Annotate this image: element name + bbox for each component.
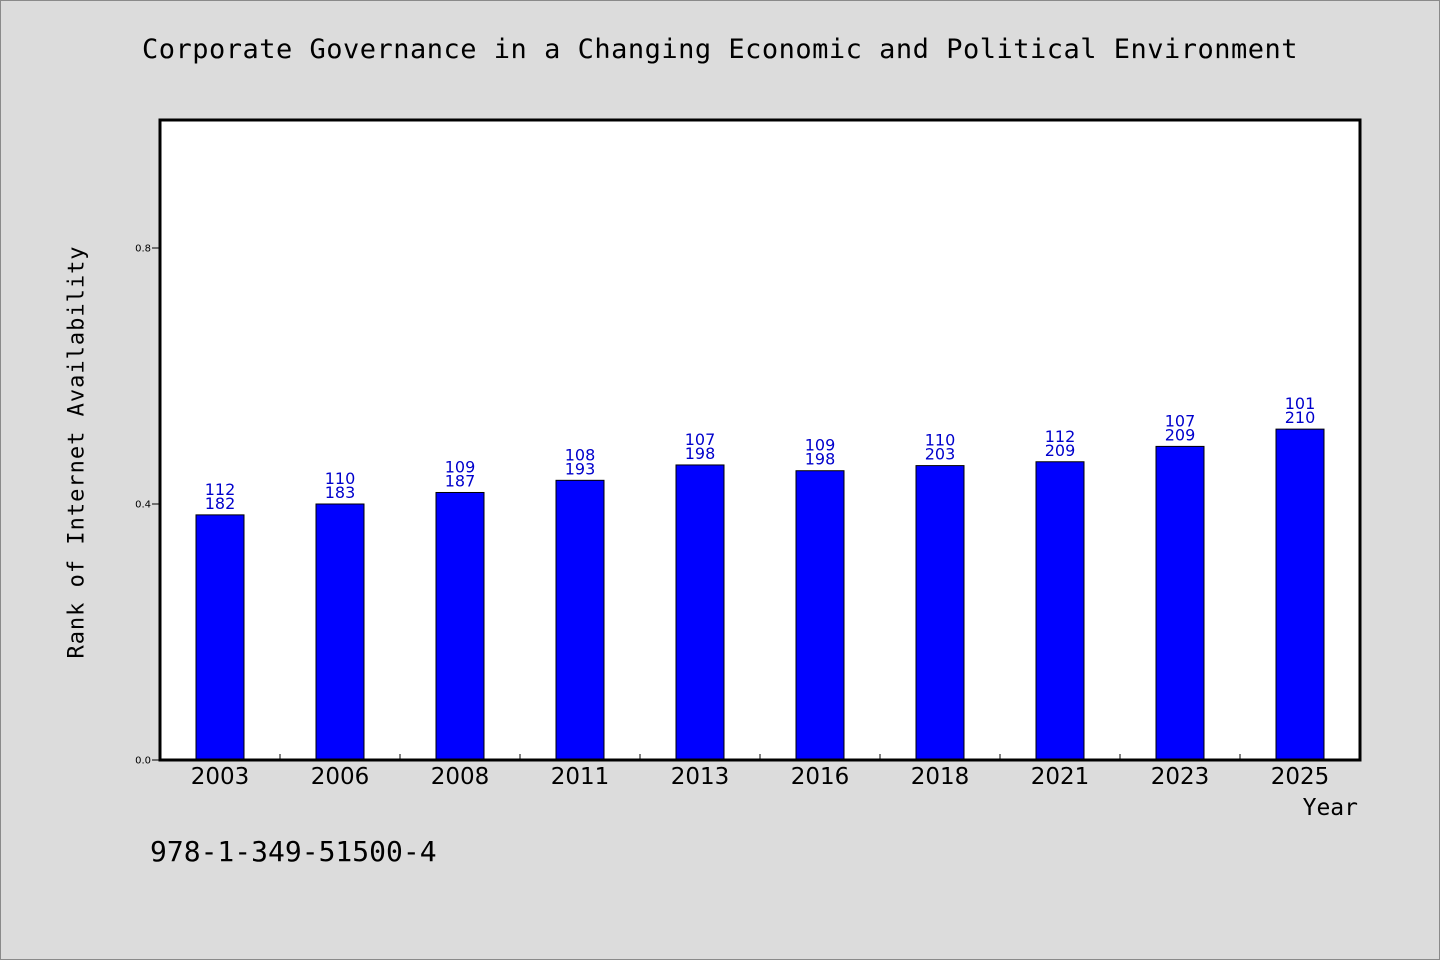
x-tick-label: 2011 [551,764,610,790]
data-label-bottom: 198 [685,444,716,463]
bar [435,491,485,761]
isbn-text: 978-1-349-51500-4 [150,835,437,868]
data-label-top: 101 [1285,394,1316,413]
data-label-bottom: 198 [805,450,836,469]
data-label-bottom: 203 [925,445,956,464]
y-tick-label: 0.4 [135,500,151,511]
y-tick-label: 0.0 [135,756,151,767]
x-tick-label: 2006 [311,764,370,790]
x-tick-label: 2025 [1271,764,1330,790]
data-label-top: 107 [685,430,716,449]
chart-title: Corporate Governance in a Changing Econo… [141,34,1299,65]
y-tick-label: 0.8 [135,244,151,255]
data-label-bottom: 187 [445,471,476,490]
bar [675,464,725,761]
data-label-top: 109 [445,457,476,476]
data-label-bottom: 210 [1285,408,1316,427]
data-label-bottom: 209 [1165,425,1196,444]
y-axis-label: Rank of Internet Availability [64,245,90,659]
x-tick-label: 2008 [431,764,490,790]
data-label-top: 107 [1165,411,1196,430]
data-label-bottom: 182 [205,494,236,513]
data-label-top: 109 [805,436,836,455]
data-label-bottom: 193 [565,459,596,478]
bar [195,514,245,761]
x-tick-label: 2018 [911,764,970,790]
x-tick-label: 2021 [1031,764,1090,790]
data-label-top: 112 [1045,427,1076,446]
plot-frame [158,118,1362,762]
bar [315,503,365,761]
bar [1155,445,1205,761]
data-label-top: 112 [205,480,236,499]
data-label-top: 110 [925,431,956,450]
x-tick-label: 2013 [671,764,730,790]
bar [1275,428,1325,761]
x-tick-label: 2016 [791,764,850,790]
x-tick-label: 2023 [1151,764,1210,790]
bar [795,470,845,761]
data-label-bottom: 183 [325,483,356,502]
x-tick-label: 2003 [191,764,250,790]
bar [555,479,605,761]
data-label-bottom: 209 [1045,441,1076,460]
bar [1035,461,1085,761]
data-label-top: 108 [565,445,596,464]
x-axis-label: Year [1302,795,1358,821]
data-label-top: 110 [325,469,356,488]
bar [915,465,965,761]
